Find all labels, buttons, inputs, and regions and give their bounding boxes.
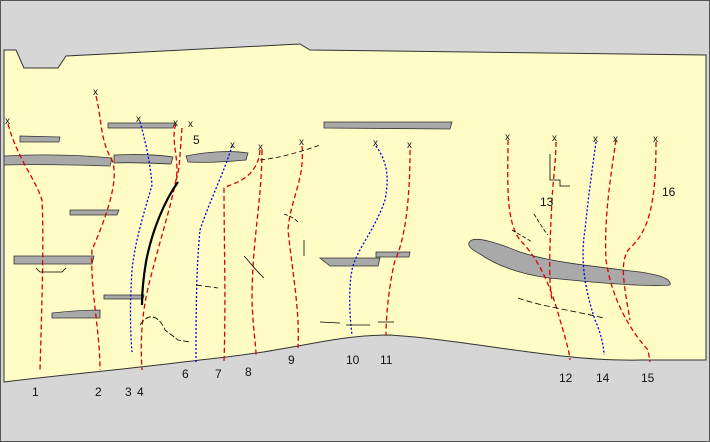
marker-x: x	[230, 140, 235, 151]
small-trace	[283, 213, 299, 223]
marker-x: x	[93, 87, 98, 98]
slab	[113, 154, 174, 165]
profile-14	[582, 141, 605, 356]
small-trace	[517, 297, 605, 319]
slab	[69, 209, 120, 216]
marker-x: x	[373, 138, 378, 149]
profile-label-4: 4	[137, 385, 144, 399]
small-trace	[533, 213, 549, 236]
small-trace	[195, 284, 219, 289]
marker-x: x	[552, 133, 557, 144]
profile-label-10: 10	[346, 353, 360, 367]
profile-label-12: 12	[559, 371, 573, 385]
profile-13	[549, 141, 557, 301]
slab	[323, 121, 453, 130]
profile-6	[195, 145, 233, 363]
marker-x: x	[593, 134, 598, 145]
profile-label-13: 13	[540, 195, 554, 209]
black-traces	[35, 144, 605, 343]
profile-label-7: 7	[215, 367, 222, 381]
profile-label-8: 8	[245, 365, 252, 379]
profile-markers: x x x x x x x x x x x x x x x	[5, 87, 658, 153]
profile-label-5: 5	[193, 133, 200, 147]
profile-labels: 1 2 3 4 5 6 7 8 9 10 11 12 13 14 15 16	[32, 133, 676, 399]
profile-label-11: 11	[380, 353, 393, 367]
marker-x: x	[188, 119, 193, 130]
marker-x: x	[299, 137, 304, 148]
small-trace	[139, 316, 191, 343]
slab	[375, 251, 411, 258]
slab	[3, 154, 113, 167]
profile-label-14: 14	[596, 371, 610, 385]
slab	[19, 135, 61, 143]
profile-16	[622, 141, 657, 321]
small-trace	[511, 229, 533, 243]
small-trace	[549, 154, 570, 187]
marker-x: x	[258, 142, 263, 153]
sediment-layer	[3, 43, 707, 383]
red-profiles	[7, 95, 657, 371]
profile-label-15: 15	[641, 371, 655, 385]
slab	[51, 309, 101, 319]
slabs	[3, 121, 671, 319]
marker-x: x	[407, 140, 412, 151]
profile-label-6: 6	[182, 367, 189, 381]
marker-x: x	[505, 132, 510, 143]
slab	[468, 238, 671, 286]
profile-4	[140, 123, 178, 371]
slab	[318, 257, 381, 267]
profile-8	[251, 149, 263, 356]
small-trace	[259, 144, 321, 161]
marker-x: x	[136, 114, 141, 125]
small-trace	[35, 267, 67, 273]
slab	[185, 151, 249, 163]
profile-5	[175, 127, 183, 181]
slab	[13, 255, 95, 265]
profile-label-3: 3	[125, 385, 132, 399]
profile-7	[223, 149, 261, 363]
blue-profiles	[129, 121, 605, 363]
small-trace	[319, 321, 394, 326]
profile-label-1: 1	[32, 385, 39, 399]
slab	[107, 122, 176, 129]
marker-x: x	[653, 134, 658, 145]
small-trace	[243, 255, 265, 279]
fault-trace	[140, 181, 179, 306]
profile-9	[287, 145, 304, 349]
profile-2	[91, 95, 115, 371]
profile-12	[507, 139, 571, 361]
slab	[103, 294, 145, 300]
profile-label-16: 16	[662, 185, 676, 199]
profile-3	[129, 121, 153, 353]
profile-15	[604, 139, 651, 363]
profile-label-2: 2	[95, 385, 102, 399]
marker-x: x	[5, 116, 10, 127]
marker-x: x	[173, 118, 178, 129]
profile-10	[349, 145, 388, 336]
marker-x: x	[613, 134, 618, 145]
profile-label-9: 9	[288, 353, 295, 367]
profile-1	[7, 123, 44, 371]
